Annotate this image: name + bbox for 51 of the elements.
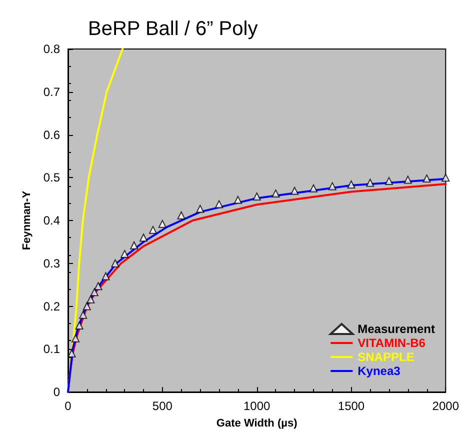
legend-label: SNAPPLE: [358, 350, 414, 364]
y-tick-label: 0: [53, 385, 60, 399]
point: [234, 196, 242, 204]
y-tick-label: 0.8: [43, 42, 60, 56]
y-tick-label: 0.4: [43, 214, 60, 228]
point: [442, 174, 450, 182]
point: [140, 234, 148, 242]
point: [120, 250, 129, 258]
legend-label: VITAMIN-B6: [358, 336, 426, 350]
legend-label: Kynea3: [358, 364, 401, 378]
point: [177, 211, 186, 220]
point: [111, 259, 120, 268]
legend-label: Measurement: [358, 322, 436, 336]
x-axis-title: Gate Width (µs): [216, 418, 298, 430]
point: [309, 184, 318, 192]
y-tick-label: 0.6: [43, 128, 60, 142]
point: [90, 288, 98, 296]
point: [215, 200, 224, 208]
x-tick-label: 500: [152, 399, 173, 413]
y-axis-title: Feynman-Y: [20, 190, 33, 250]
point: [385, 177, 394, 186]
point: [148, 226, 157, 234]
y-tick-label: 0.3: [43, 256, 60, 270]
point: [272, 189, 280, 198]
point: [366, 178, 374, 187]
point: [72, 334, 80, 342]
x-tick-label: 0: [64, 399, 72, 413]
point: [68, 349, 76, 358]
point: [290, 186, 299, 195]
point: [94, 282, 102, 290]
x-tick-label: 1500: [338, 399, 365, 413]
chart-title: BeRP Ball / 6” Poly: [88, 18, 258, 40]
y-tick-label: 0.1: [43, 342, 60, 356]
point: [196, 204, 204, 213]
point: [82, 302, 91, 310]
y-tick-label: 0.7: [43, 84, 60, 99]
point: [328, 182, 336, 190]
y-tick-label: 0.5: [43, 170, 60, 185]
x-tick-label: 2000: [432, 399, 460, 413]
point: [79, 310, 88, 319]
y-tick-label: 0.2: [43, 299, 60, 314]
x-tick-label: 1000: [243, 399, 270, 413]
point: [347, 180, 356, 188]
point: [404, 176, 412, 184]
point: [252, 192, 261, 200]
point: [130, 241, 138, 250]
point: [86, 295, 95, 304]
point: [75, 322, 84, 330]
point: [422, 174, 431, 182]
point: [158, 220, 166, 228]
point: [102, 272, 110, 280]
